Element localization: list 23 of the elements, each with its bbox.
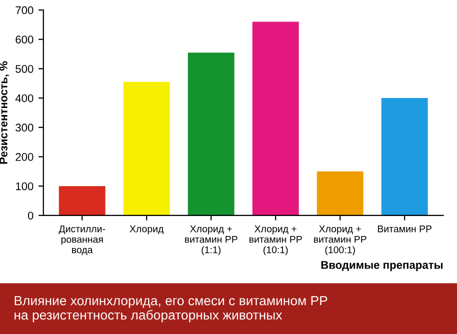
bar (381, 98, 428, 216)
bar (252, 22, 299, 216)
text: Влияние холинхлорида, его смеси с витамином PP на резистентность лабораторных животных (14, 296, 328, 322)
x-tick-label: Витамин PP (378, 226, 432, 232)
y-axis-title: Резистентность, % (0, 61, 10, 164)
x-tick-label: Хлорид + витамин PP (10:1) (250, 226, 302, 256)
x-axis-title: Вводимые препараты (321, 261, 443, 272)
y-tick-label: 300 (16, 124, 34, 132)
x-tick-label: Хлорид + витамин PP (1:1) (185, 226, 238, 256)
y-tick-label: 100 (16, 182, 34, 190)
x-tick-label: Хлорид + витамин PP (100:1) (314, 226, 366, 256)
y-tick-label: 400 (15, 94, 34, 102)
y-tick-label: 600 (16, 36, 34, 44)
y-tick-label: 700 (16, 6, 34, 14)
bar (123, 82, 170, 216)
x-tick-label: Хлорид (130, 226, 164, 234)
bar (188, 52, 234, 216)
y-tick-label: 200 (16, 153, 34, 161)
y-tick-label: 0 (28, 212, 34, 220)
x-tick-label: Дистилли- рованная вода (58, 226, 106, 256)
bar (58, 186, 106, 216)
bar (316, 171, 364, 216)
y-tick-label: 500 (16, 64, 34, 73)
